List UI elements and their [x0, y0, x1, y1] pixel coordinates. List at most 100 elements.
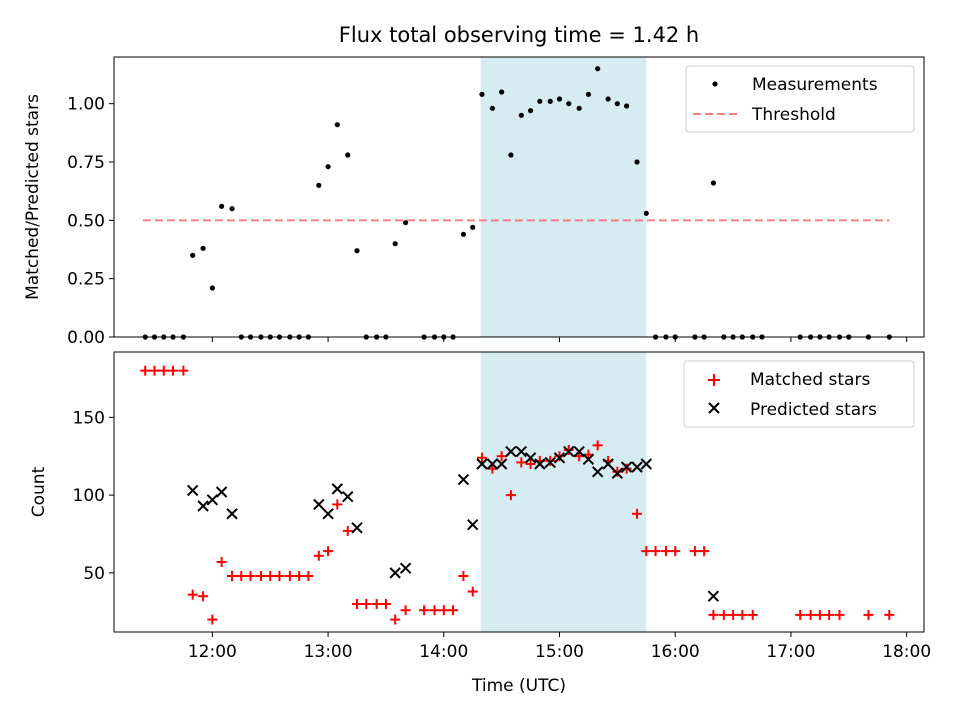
measurement-point	[345, 152, 351, 158]
bottom-highlight-span	[480, 352, 647, 632]
measurement-point	[209, 285, 215, 291]
matched-point	[284, 571, 295, 581]
predicted-point	[582, 453, 595, 466]
predicted-point	[486, 458, 499, 470]
x-tick-label: 18:00	[882, 642, 931, 662]
measurement-point	[566, 101, 572, 107]
measurement-points	[142, 66, 892, 340]
matched-point	[216, 557, 227, 567]
matched-point	[747, 609, 758, 620]
matched-point	[255, 571, 266, 581]
top-y-tick-label: 0.00	[67, 328, 105, 348]
top-panel: 0.00 0.25 0.50 0.75 1.00 Matched/Predicted s…	[23, 56, 925, 348]
matched-point	[650, 546, 661, 557]
matched-point	[660, 546, 671, 557]
x-tick-label: 16:00	[651, 642, 700, 662]
matched-point	[274, 571, 285, 581]
measurement-point	[585, 91, 592, 97]
measurement-point	[634, 159, 640, 165]
matched-point	[380, 599, 391, 609]
bottom-x-ticks: 12:00 13:00 14:00 15:00 16:00 17:00 18:00	[188, 632, 931, 662]
matched-point	[708, 609, 719, 620]
top-legend-box	[685, 65, 915, 133]
matched-point	[236, 571, 247, 581]
bottom-axes-frame	[113, 351, 925, 633]
x-axis-label: Time (UTC)	[471, 676, 566, 696]
matched-point	[718, 609, 729, 620]
matched-point	[621, 463, 632, 474]
measurement-point	[547, 98, 553, 104]
matched-point	[884, 609, 895, 620]
matched-point	[834, 609, 845, 620]
bottom-legend-box	[683, 360, 915, 428]
matched-point	[371, 599, 382, 609]
predicted-point	[313, 498, 325, 511]
measurement-point	[470, 224, 476, 230]
matched-point	[795, 609, 806, 620]
predicted-point	[524, 452, 537, 464]
matched-point	[178, 365, 189, 376]
matched-point	[265, 571, 276, 581]
measurement-point	[499, 89, 505, 95]
predicted-point	[476, 458, 488, 470]
measurement-point	[325, 164, 331, 170]
legend-matched-marker	[708, 374, 720, 386]
predicted-point	[515, 445, 528, 458]
top-axes-frame	[113, 56, 925, 338]
predicted-point	[553, 452, 566, 464]
matched-point	[496, 451, 507, 462]
matched-point	[419, 605, 430, 616]
matched-point	[592, 440, 603, 451]
matched-point	[545, 455, 556, 466]
matched-point	[149, 365, 160, 376]
legend-measurements-label: Measurements	[752, 75, 878, 95]
matched-point	[342, 525, 353, 536]
predicted-point	[389, 567, 401, 579]
predicted-point	[707, 590, 720, 602]
matched-point	[390, 614, 401, 625]
measurement-point	[624, 103, 630, 109]
matched-point	[814, 609, 825, 620]
measurement-point	[643, 210, 649, 216]
matched-point	[140, 365, 151, 376]
measurement-point	[354, 248, 360, 254]
top-y-tick-label: 1.00	[67, 95, 105, 115]
measurement-point	[508, 152, 514, 158]
measurement-point	[556, 96, 563, 102]
matched-point	[207, 614, 218, 625]
measurement-point	[316, 182, 322, 188]
predicted-point	[640, 458, 652, 470]
matched-point	[563, 445, 574, 455]
measurement-point	[489, 105, 495, 111]
x-tick-label: 12:00	[188, 642, 237, 662]
predicted-point	[215, 486, 228, 498]
predicted-star-points	[186, 445, 720, 602]
matched-point	[438, 605, 449, 616]
matched-point	[323, 546, 334, 557]
matched-point	[303, 571, 314, 581]
matched-point	[641, 546, 652, 557]
matched-point	[168, 365, 179, 376]
top-y-axis-label: Matched/Predicted stars	[23, 94, 43, 300]
legend-matched-label: Matched stars	[750, 370, 870, 390]
measurement-point	[527, 108, 534, 114]
matched-point	[187, 589, 198, 600]
matched-point	[670, 546, 681, 557]
matched-point	[332, 499, 343, 510]
matched-point	[361, 599, 372, 609]
predicted-point	[351, 522, 363, 534]
bottom-y-axis-label: Count	[29, 466, 49, 517]
matched-point	[245, 571, 256, 581]
top-y-tick-label: 0.50	[67, 211, 105, 231]
matched-point	[313, 550, 324, 561]
measurement-point	[537, 98, 543, 104]
top-y-tick-label: 0.25	[67, 270, 105, 290]
x-tick-label: 15:00	[535, 642, 584, 662]
matched-star-points	[140, 365, 895, 625]
matched-point	[805, 609, 816, 620]
matched-point	[429, 605, 440, 616]
predicted-point	[331, 483, 344, 495]
measurement-point	[229, 206, 235, 212]
matched-point	[554, 451, 565, 462]
